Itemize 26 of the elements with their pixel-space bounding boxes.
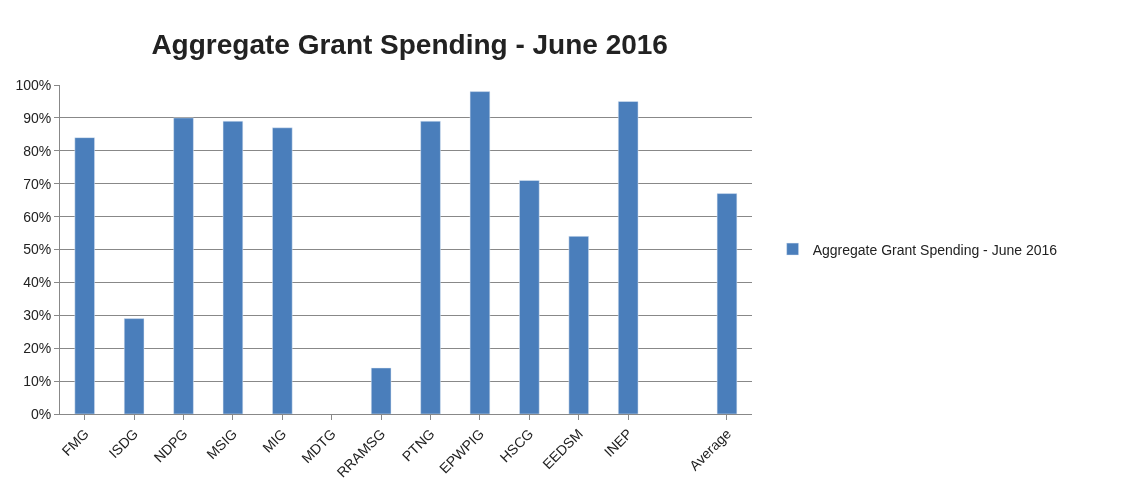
y-tick-label: 50% <box>23 241 52 258</box>
y-tick-label: 0% <box>30 405 52 422</box>
bar <box>74 137 95 414</box>
x-tick-label: MIG <box>259 425 290 456</box>
chart-title: Aggregate Grant Spending - June 2016 <box>151 29 668 61</box>
legend-label: Aggregate Grant Spending - June 2016 <box>812 241 1058 258</box>
y-tick-label: 40% <box>23 274 52 291</box>
y-tick-label: 20% <box>23 340 52 357</box>
y-tick-label: 80% <box>23 142 52 159</box>
bar <box>519 180 540 414</box>
y-tick-label: 60% <box>23 208 52 225</box>
bar <box>123 318 145 414</box>
bar <box>173 117 194 414</box>
y-tick-label: 10% <box>23 373 52 389</box>
bar <box>272 127 293 414</box>
bar <box>420 120 441 414</box>
bar <box>371 367 392 414</box>
y-tick-label: 70% <box>23 175 52 192</box>
y-tick-label: 90% <box>23 109 52 126</box>
y-tick-label: 100% <box>15 76 52 93</box>
y-tick-label: 30% <box>23 307 52 324</box>
bar <box>222 120 244 414</box>
bar <box>618 101 639 414</box>
bar <box>716 193 738 414</box>
bar <box>469 91 491 414</box>
bar <box>568 236 589 414</box>
